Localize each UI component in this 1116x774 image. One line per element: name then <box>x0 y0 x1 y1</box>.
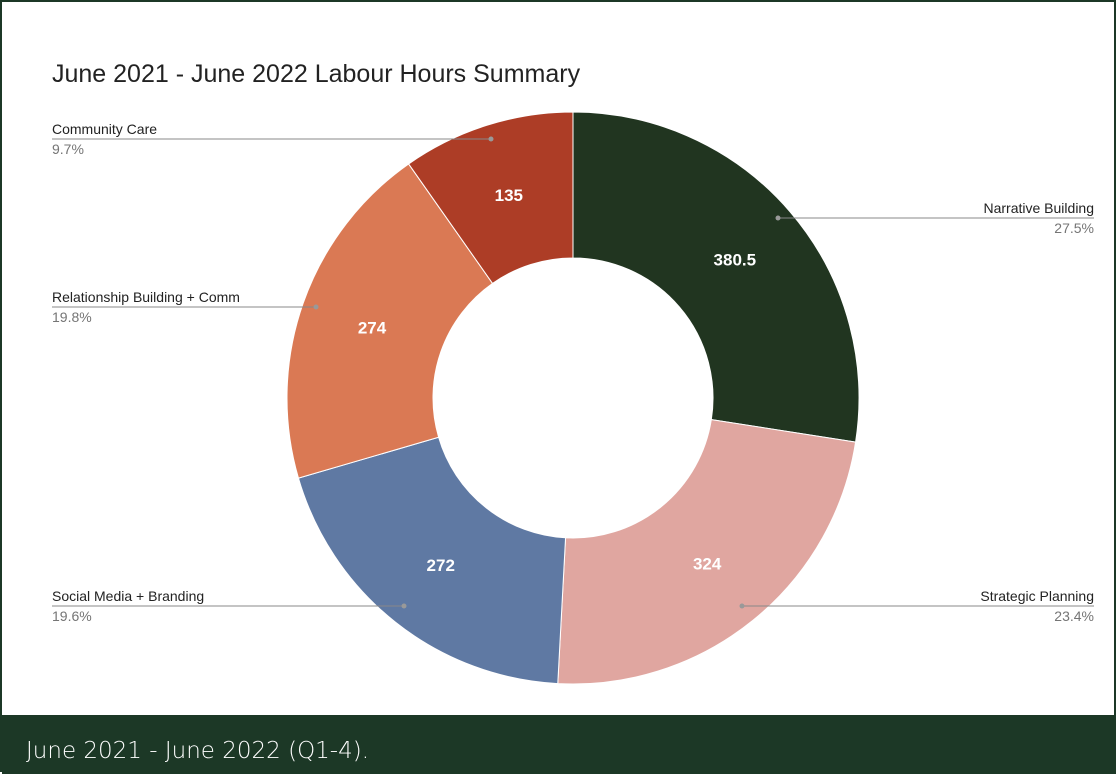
value-label-narrative-building: 380.5 <box>714 250 757 269</box>
callout-dot-narrative-building <box>775 215 781 221</box>
percent-label-community-care: 9.7% <box>52 141 84 157</box>
value-label-community-care: 135 <box>495 186 523 205</box>
callout-dot-strategic-planning <box>739 603 745 609</box>
value-label-social-media-branding: 272 <box>427 556 455 575</box>
percent-label-narrative-building: 27.5% <box>1054 220 1094 236</box>
callout-dot-social-media-branding <box>401 603 407 609</box>
percent-label-social-media-branding: 19.6% <box>52 608 92 624</box>
slice-strategic-planning <box>557 419 857 685</box>
slice-relationship-building-comm <box>286 163 494 479</box>
donut-chart: 380.5 Narrative Building 27.5% 324 Strategic… <box>52 111 1095 685</box>
percent-label-strategic-planning: 23.4% <box>1054 608 1094 624</box>
value-label-relationship-building-comm: 274 <box>358 319 387 338</box>
caption-bar: June 2021 - June 2022 (Q1-4). <box>2 715 1116 774</box>
category-label-social-media-branding: Social Media + Branding <box>52 588 204 604</box>
category-label-community-care: Community Care <box>52 121 157 137</box>
percent-label-relationship-building-comm: 19.8% <box>52 309 92 325</box>
category-label-narrative-building: Narrative Building <box>984 200 1095 216</box>
caption-text: June 2021 - June 2022 (Q1-4). <box>26 738 370 764</box>
callout-dot-community-care <box>488 136 494 142</box>
value-label-strategic-planning: 324 <box>693 554 722 573</box>
category-label-relationship-building-comm: Relationship Building + Comm <box>52 289 240 305</box>
slice-narrative-building <box>572 111 860 443</box>
category-label-strategic-planning: Strategic Planning <box>980 588 1094 604</box>
callout-dot-relationship-building-comm <box>313 304 319 310</box>
chart-title: June 2021 - June 2022 Labour Hours Summa… <box>52 60 581 88</box>
slice-social-media-branding <box>297 436 567 685</box>
